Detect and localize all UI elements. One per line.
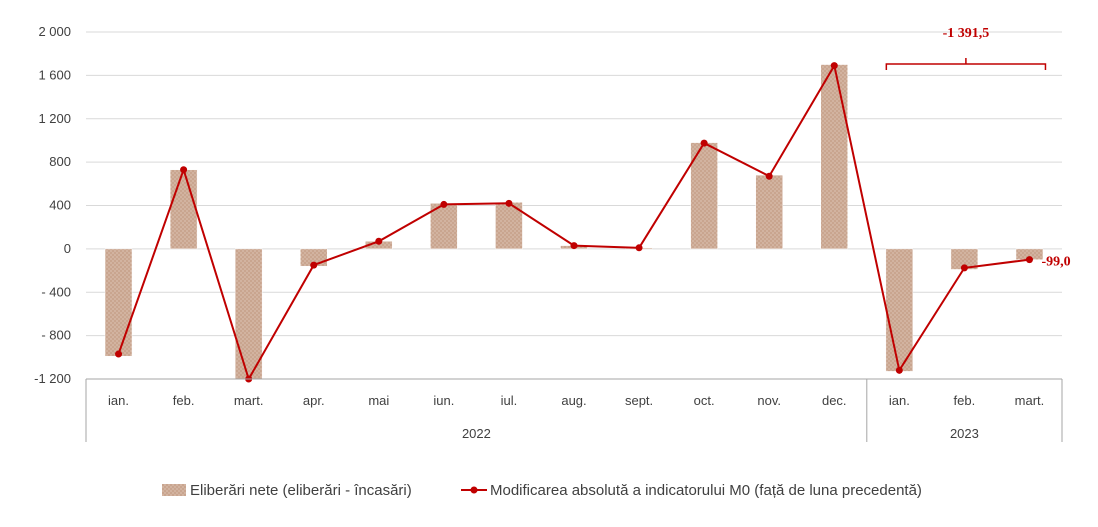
line-point: [375, 237, 383, 245]
x-tick-label: mart.: [234, 393, 264, 408]
bar: [104, 248, 133, 357]
line-point: [830, 62, 838, 70]
y-tick-label: 800: [49, 154, 71, 169]
line-point: [1025, 256, 1033, 264]
line-point: [570, 242, 578, 250]
line-point: [505, 199, 513, 207]
line-point: [765, 172, 773, 180]
legend-label-bar: Eliberări nete (eliberări - încasări): [190, 482, 412, 499]
x-tick-label: iun.: [433, 393, 454, 408]
y-axis: -1 200 - 800 - 400 0 400 800 1 200 1 600 2 000: [34, 24, 71, 386]
y-tick-label: - 400: [41, 284, 71, 299]
x-tick-label: iul.: [501, 393, 518, 408]
x-tick-label: nov.: [757, 393, 781, 408]
line-point: [180, 166, 188, 174]
x-tick-label: mai: [368, 393, 389, 408]
bar: [885, 248, 914, 372]
x-tick-label: feb.: [954, 393, 976, 408]
bar: [169, 169, 198, 250]
y-tick-label: 400: [49, 198, 71, 213]
legend-label-line: Modificarea absolută a indicatorului M0 …: [490, 482, 922, 499]
last-value-label: -99,0: [1041, 255, 1070, 270]
line-point: [700, 139, 708, 147]
x-tick-label: ian.: [889, 393, 910, 408]
annotations: -1 391,5 -99,0: [885, 26, 1071, 270]
y-tick-label: 1 600: [38, 67, 71, 82]
line-point: [115, 350, 123, 358]
y-tick-label: 0: [64, 241, 71, 256]
x-tick-label: feb.: [173, 393, 195, 408]
x-tick-label: dec.: [822, 393, 847, 408]
line-series: [115, 62, 1033, 383]
y-tick-label: 2 000: [38, 24, 71, 39]
legend-swatch-marker: [470, 486, 478, 494]
y-tick-label: -1 200: [34, 371, 71, 386]
bar: [820, 64, 849, 250]
bar: [690, 142, 718, 250]
y-tick-label: 1 200: [38, 111, 71, 126]
bracket-label: -1 391,5: [943, 26, 990, 41]
legend-swatch-bar: [162, 484, 186, 496]
y-tick-label: - 800: [41, 328, 71, 343]
x-tick-label: apr.: [303, 393, 325, 408]
x-tick-label: aug.: [561, 393, 586, 408]
line-point: [960, 264, 968, 272]
x-tick-label: sept.: [625, 393, 653, 408]
line-point: [895, 366, 903, 374]
line-point: [310, 261, 318, 269]
x-tick-label: mart.: [1015, 393, 1045, 408]
bar: [755, 174, 783, 250]
x-tick-label: oct.: [694, 393, 715, 408]
bracket: [885, 58, 1047, 70]
x-axis: ian. feb. mart. apr. mai iun. iul. aug. sept. oct…: [85, 378, 1063, 442]
legend: Eliberări nete (eliberări - încasări) Mod…: [162, 482, 922, 499]
x-tick-label: ian.: [108, 393, 129, 408]
line-point: [440, 200, 448, 208]
bar-series: [104, 64, 1044, 380]
bar: [234, 248, 263, 380]
x-group-label: 2023: [950, 426, 979, 441]
line-point: [635, 244, 643, 252]
x-group-label: 2022: [462, 426, 491, 441]
